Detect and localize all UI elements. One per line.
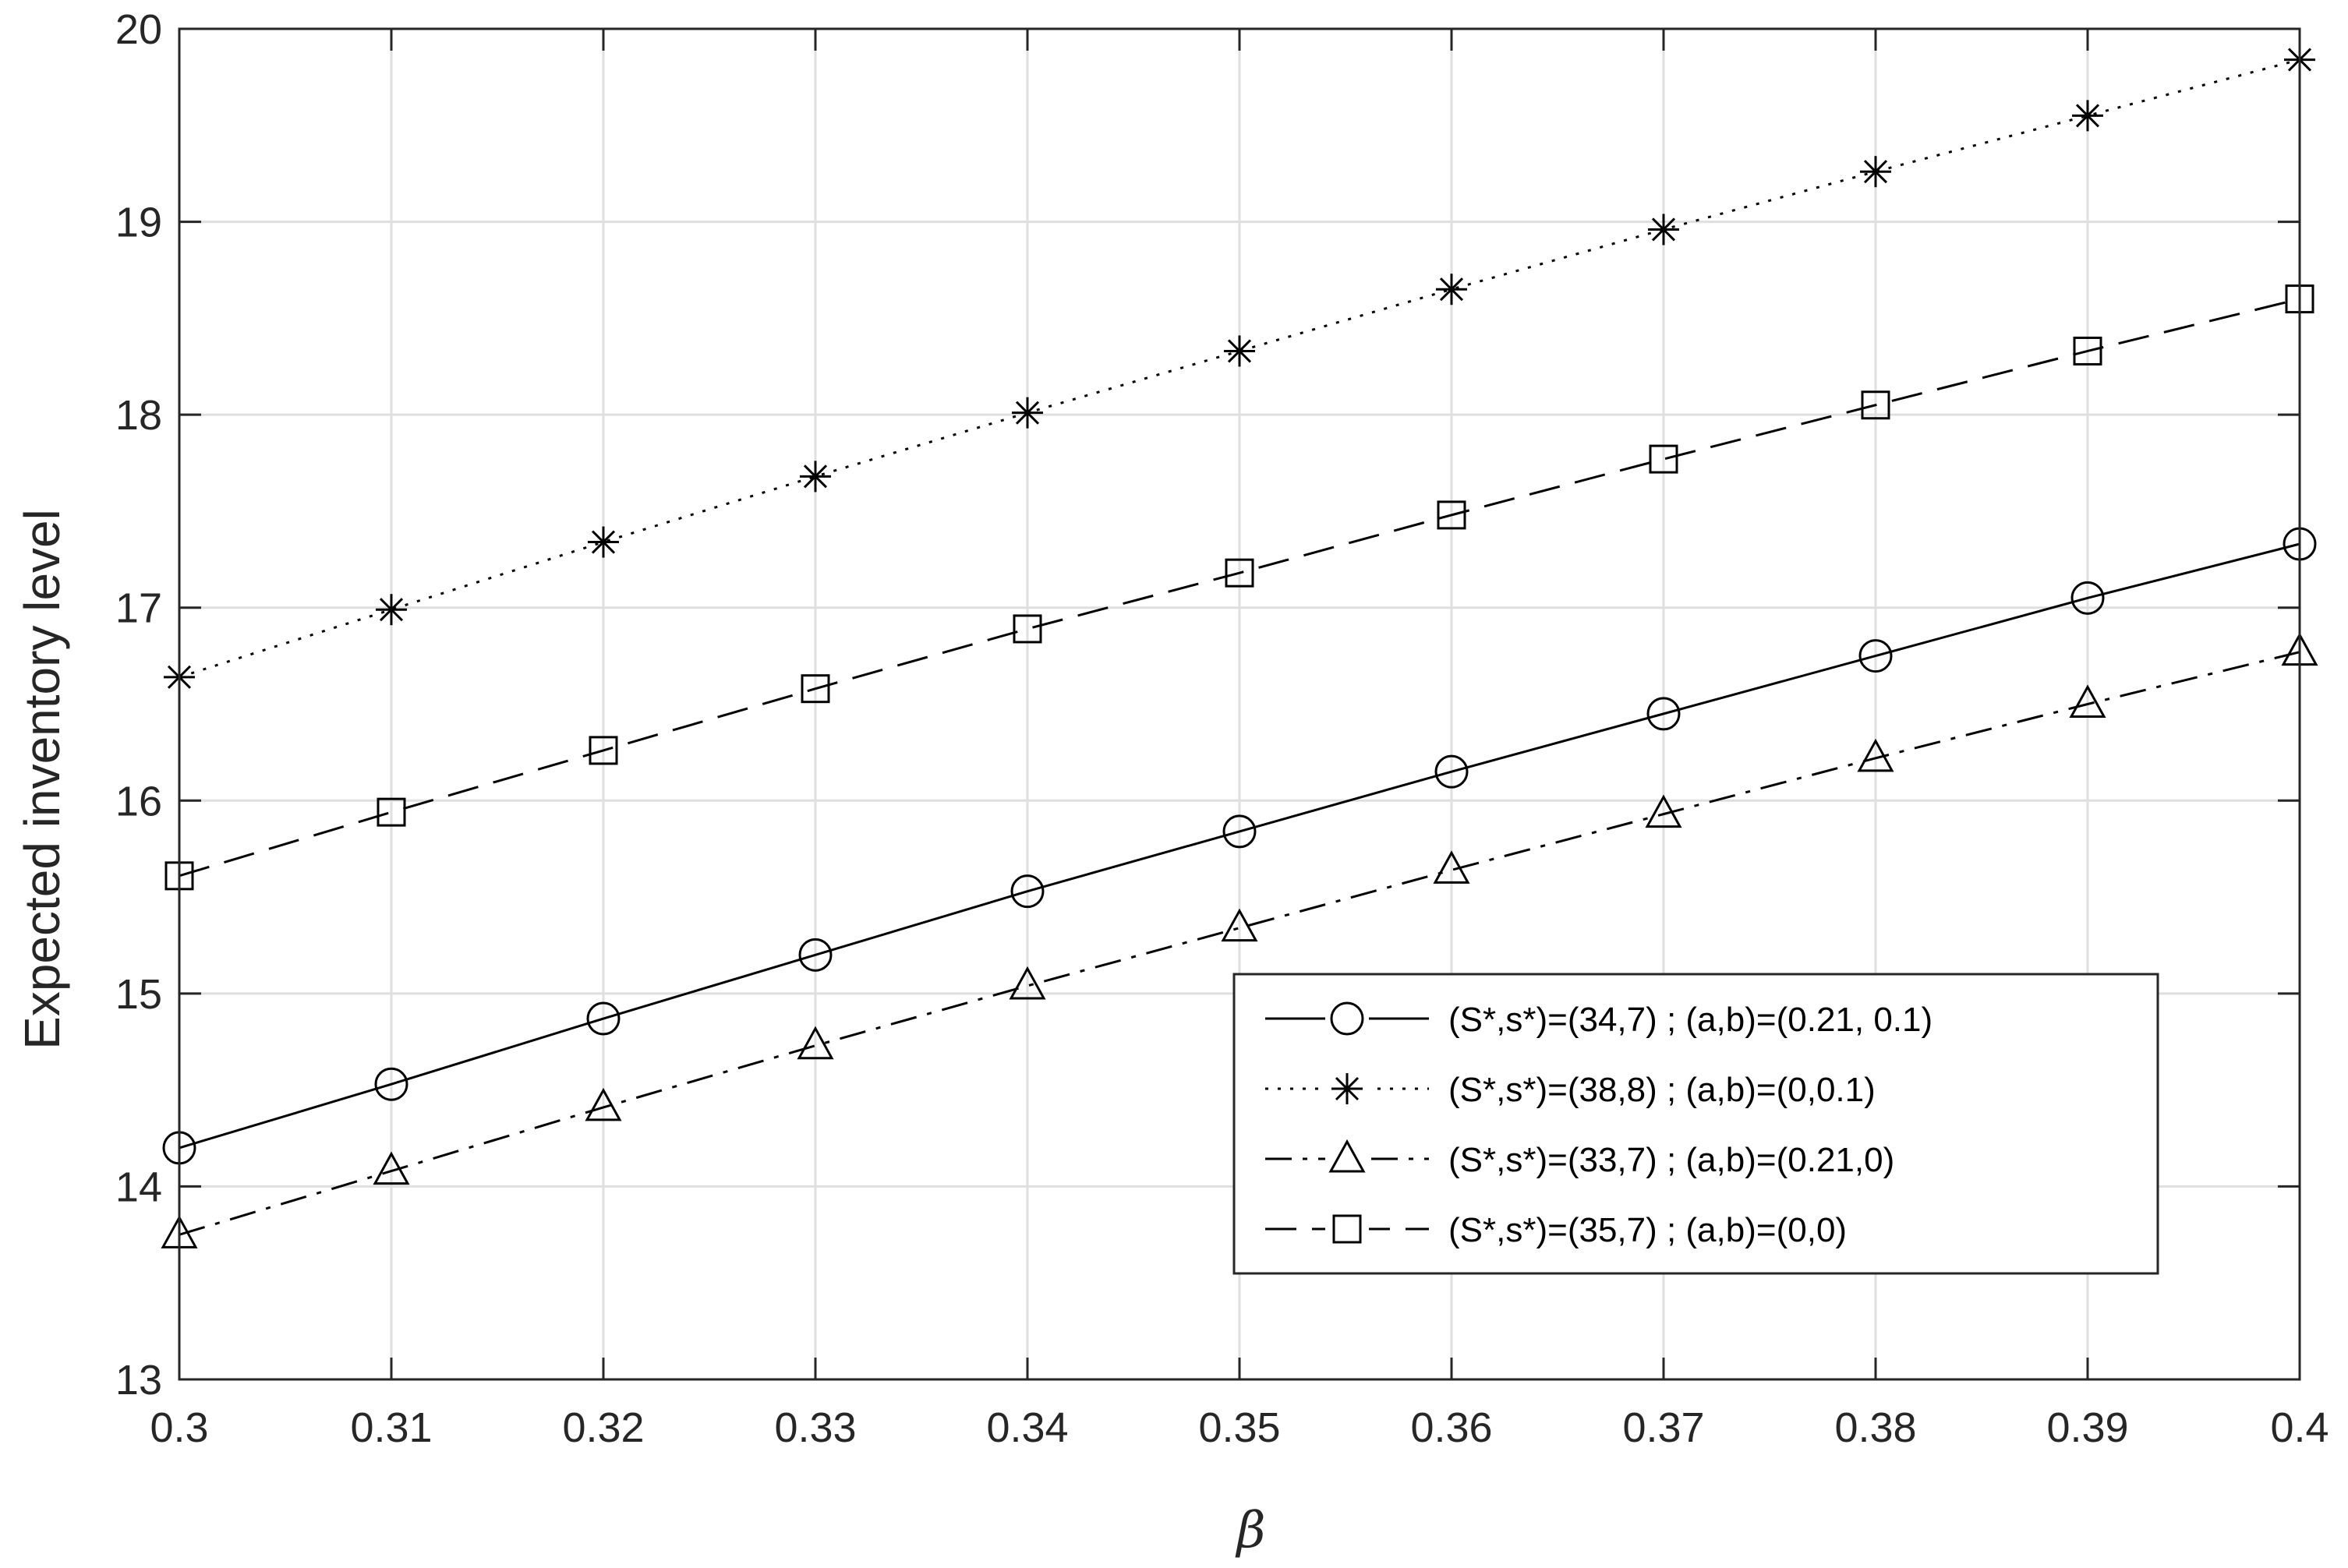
x-tick-label: 0.39	[2046, 1404, 2128, 1451]
data-point-square	[377, 797, 406, 827]
y-tick-label: 17	[115, 585, 162, 632]
data-point-square	[1861, 390, 1890, 420]
legend-marker-circle	[1330, 1001, 1364, 1036]
data-point-asterisk	[800, 461, 831, 493]
y-tick-label: 19	[115, 200, 162, 246]
data-point-square	[1649, 444, 1678, 474]
data-point-square	[1225, 558, 1254, 588]
data-point-asterisk	[2072, 100, 2103, 132]
series-line-square	[179, 298, 2300, 878]
data-point-asterisk	[1012, 397, 1043, 429]
x-tick-label: 0.31	[350, 1404, 432, 1451]
data-point-circle	[1858, 639, 1893, 673]
data-point-triangle	[1857, 738, 1894, 772]
series-line-circle	[179, 542, 2300, 1150]
data-point-asterisk	[1224, 335, 1255, 367]
data-point-triangle	[797, 1026, 834, 1060]
y-tick-label: 15	[115, 971, 162, 1018]
legend-box	[1232, 973, 2159, 1275]
data-point-triangle	[1009, 966, 1046, 1000]
data-point-square	[2073, 336, 2102, 366]
y-tick-label: 13	[115, 1357, 162, 1404]
data-point-triangle	[1645, 794, 1682, 828]
data-point-square	[1437, 500, 1466, 530]
data-point-asterisk	[1648, 214, 1679, 245]
x-axis-title: β	[1236, 1502, 1266, 1559]
data-point-triangle	[373, 1151, 410, 1185]
series-circle	[162, 527, 2317, 1165]
legend-label: (S*,s*)=(34,7) ; (a,b)=(0.21, 0.1)	[1448, 1001, 1933, 1039]
x-tick-labels: 0.3 0.31 0.32 0.33 0.34 0.35 0.36 0.37 0.38 0.39 0…	[150, 1404, 2329, 1451]
data-point-circle	[1646, 697, 1681, 731]
data-point-circle	[798, 938, 833, 972]
y-tick-label: 16	[115, 778, 162, 825]
legend-entry: (S*,s*)=(35,7) ; (a,b)=(0,0)	[1265, 1210, 1847, 1249]
legend-entry: (S*,s*)=(34,7) ; (a,b)=(0.21, 0.1)	[1265, 1000, 1933, 1039]
data-point-asterisk	[1436, 274, 1467, 305]
data-point-circle	[2070, 581, 2105, 615]
x-tick-label: 0.37	[1622, 1404, 1704, 1451]
x-tick-label: 0.33	[774, 1404, 856, 1451]
data-point-square	[801, 674, 830, 704]
data-point-triangle	[1221, 908, 1258, 942]
data-point-circle	[374, 1067, 408, 1101]
x-tick-label: 0.34	[986, 1404, 1068, 1451]
legend-label: (S*,s*)=(38,8) ; (a,b)=(0,0.1)	[1448, 1071, 1876, 1109]
data-point-circle	[1010, 874, 1045, 909]
data-point-square	[589, 736, 618, 765]
x-tick-label: 0.35	[1198, 1404, 1280, 1451]
data-point-asterisk	[1860, 156, 1891, 188]
y-tick-labels: 13 14 15 16 17 18 19 20	[115, 6, 162, 1404]
x-tick-label: 0.38	[1834, 1404, 1916, 1451]
legend-label: (S*,s*)=(33,7) ; (a,b)=(0.21,0)	[1448, 1141, 1894, 1179]
legend: (S*,s*)=(34,7) ; (a,b)=(0.21, 0.1) (S*,s*…	[1232, 973, 2159, 1275]
legend-label: (S*,s*)=(35,7) ; (a,b)=(0,0)	[1448, 1211, 1847, 1249]
x-tick-label: 0.4	[2270, 1404, 2329, 1451]
data-point-asterisk	[588, 526, 619, 558]
y-axis-title: Expected inventory level	[14, 509, 70, 1050]
series-asterisk	[164, 44, 2315, 693]
data-point-square	[1013, 614, 1042, 644]
y-tick-label: 18	[115, 392, 162, 439]
axis-ticks	[178, 27, 2301, 1381]
legend-marker-square	[1332, 1214, 1362, 1244]
x-tick-label: 0.36	[1410, 1404, 1492, 1451]
y-tick-label: 14	[115, 1164, 162, 1210]
series-layer	[161, 44, 2318, 1248]
x-tick-label: 0.32	[562, 1404, 644, 1451]
data-point-triangle	[1433, 850, 1470, 884]
data-point-triangle	[585, 1087, 622, 1121]
data-point-asterisk	[376, 594, 407, 626]
y-tick-label: 20	[115, 6, 162, 53]
data-point-circle	[1434, 754, 1469, 789]
legend-marker-triangle	[1328, 1139, 1366, 1173]
data-point-circle	[586, 1001, 621, 1036]
x-tick-label: 0.3	[150, 1404, 208, 1451]
legend-entry: (S*,s*)=(33,7) ; (a,b)=(0.21,0)	[1265, 1139, 1894, 1179]
data-point-triangle	[2069, 684, 2106, 718]
legend-entry: (S*,s*)=(38,8) ; (a,b)=(0,0.1)	[1265, 1070, 1876, 1109]
legend-marker-asterisk	[1331, 1073, 1363, 1104]
data-point-circle	[1222, 814, 1257, 849]
